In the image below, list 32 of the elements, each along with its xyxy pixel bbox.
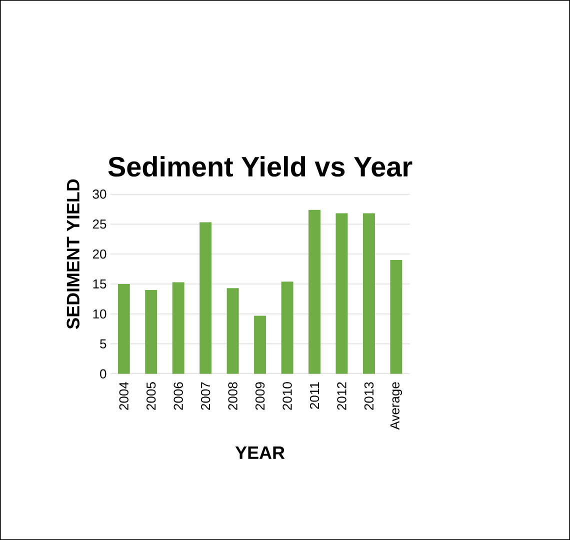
bar — [336, 213, 348, 374]
bar — [172, 282, 184, 374]
bar — [145, 290, 158, 374]
y-tick-label: 25 — [92, 219, 106, 229]
x-tick-label: 2008 — [228, 382, 238, 410]
x-axis-title: YEAR — [235, 446, 285, 459]
x-tick-label: Average — [390, 382, 402, 430]
y-tick-label: 0 — [100, 369, 106, 378]
x-tick-label: 2004 — [119, 382, 128, 410]
chart-title: Sediment Yield vs Year — [108, 156, 412, 177]
bar — [226, 288, 239, 374]
x-tick-label: 2007 — [200, 382, 210, 410]
y-tick-label: 30 — [92, 190, 106, 199]
bar — [118, 284, 130, 374]
x-tick-label: 2012 — [337, 382, 346, 410]
y-tick-label: 5 — [100, 339, 106, 348]
x-tick-label: 2010 — [282, 382, 292, 410]
bar — [200, 222, 212, 374]
x-tick-label: 2005 — [146, 382, 156, 410]
bar — [362, 213, 375, 374]
y-tick-label: 15 — [93, 279, 106, 289]
y-axis-title: SEDIMENT YIELD — [66, 179, 80, 329]
x-tick-label: 2009 — [255, 382, 265, 410]
bar — [308, 210, 320, 374]
bar — [281, 282, 294, 374]
x-tick-label: 2011 — [310, 382, 320, 409]
bar — [390, 260, 402, 374]
x-tick-label: 2006 — [174, 382, 183, 410]
x-tick-label: 2013 — [364, 382, 374, 410]
bar — [254, 316, 266, 374]
y-tick-label: 10 — [93, 309, 106, 319]
y-tick-label: 20 — [92, 249, 106, 259]
